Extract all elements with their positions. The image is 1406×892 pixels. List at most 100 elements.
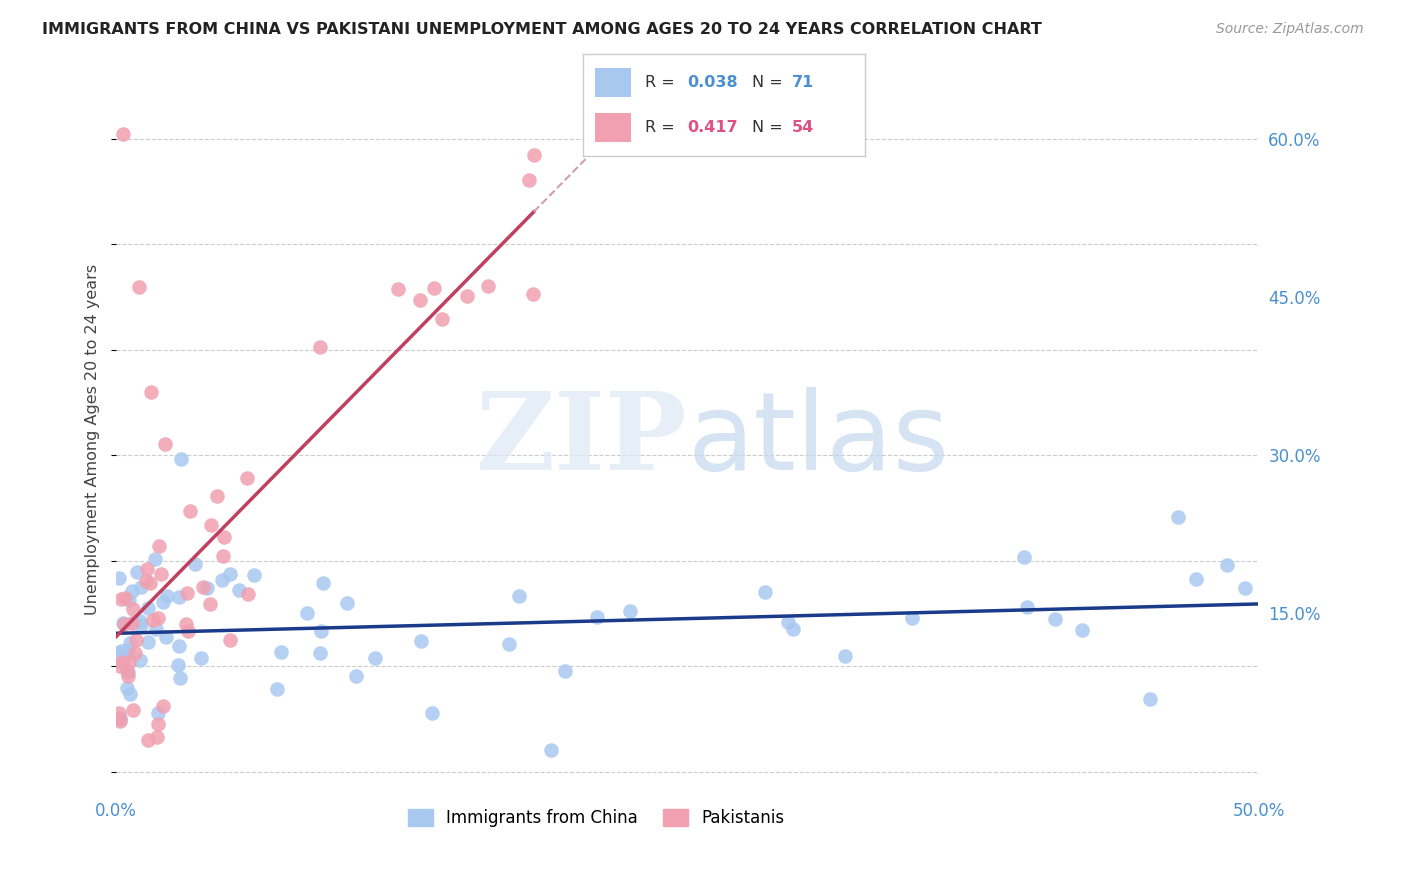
Legend: Immigrants from China, Pakistanis: Immigrants from China, Pakistanis bbox=[401, 802, 792, 834]
Point bbox=[122, 703, 145, 717]
Point bbox=[169, 672, 191, 686]
Point bbox=[336, 596, 359, 610]
Point bbox=[432, 311, 454, 326]
Point bbox=[311, 576, 333, 591]
Point bbox=[124, 646, 146, 660]
Point bbox=[540, 743, 562, 757]
Point bbox=[344, 669, 367, 683]
Point bbox=[122, 602, 145, 616]
Point bbox=[143, 552, 166, 566]
Point bbox=[121, 616, 143, 631]
Point bbox=[420, 706, 443, 721]
FancyBboxPatch shape bbox=[595, 68, 631, 96]
Point bbox=[212, 530, 235, 544]
Point bbox=[107, 646, 129, 660]
Text: 0.417: 0.417 bbox=[688, 120, 738, 135]
Point bbox=[128, 614, 150, 628]
Point bbox=[107, 706, 129, 720]
Point bbox=[1185, 572, 1208, 586]
Point bbox=[129, 580, 152, 594]
Point bbox=[145, 622, 167, 636]
Point bbox=[142, 613, 165, 627]
FancyBboxPatch shape bbox=[595, 113, 631, 142]
Point bbox=[198, 597, 221, 611]
Point bbox=[111, 655, 134, 669]
Point bbox=[153, 437, 176, 451]
Point bbox=[117, 643, 139, 657]
Text: N =: N = bbox=[752, 120, 789, 135]
Point bbox=[1167, 509, 1189, 524]
Point bbox=[167, 590, 190, 604]
Point bbox=[117, 655, 139, 669]
Point bbox=[125, 632, 148, 647]
Point bbox=[152, 698, 174, 713]
Point bbox=[1216, 558, 1239, 572]
Point bbox=[114, 591, 136, 605]
Point bbox=[364, 651, 387, 665]
Text: N =: N = bbox=[752, 75, 789, 90]
Point bbox=[619, 604, 641, 618]
Point bbox=[423, 281, 446, 295]
Text: R =: R = bbox=[645, 75, 681, 90]
Point bbox=[135, 574, 157, 588]
Point bbox=[228, 583, 250, 598]
Point bbox=[311, 624, 333, 639]
Point bbox=[129, 653, 152, 667]
Point bbox=[146, 706, 169, 720]
Point bbox=[409, 634, 432, 648]
Point bbox=[138, 576, 160, 591]
Point bbox=[236, 586, 259, 600]
Point bbox=[138, 600, 160, 615]
Point bbox=[149, 567, 172, 582]
Text: ZIP: ZIP bbox=[475, 386, 688, 492]
Point bbox=[125, 565, 148, 579]
Point bbox=[1233, 581, 1256, 595]
Point bbox=[270, 644, 292, 658]
Point bbox=[200, 518, 222, 533]
Point bbox=[167, 640, 190, 654]
Point bbox=[266, 681, 288, 696]
Point bbox=[191, 580, 214, 594]
Text: atlas: atlas bbox=[688, 386, 949, 492]
Point bbox=[1043, 612, 1066, 626]
Point bbox=[136, 733, 159, 747]
Point bbox=[211, 549, 233, 563]
Point bbox=[170, 452, 193, 467]
Point bbox=[1017, 599, 1039, 614]
Point bbox=[110, 714, 132, 728]
Point bbox=[146, 717, 169, 731]
Point bbox=[387, 282, 409, 296]
Text: 71: 71 bbox=[792, 75, 814, 90]
Point bbox=[174, 616, 197, 631]
Point bbox=[782, 623, 804, 637]
Text: 54: 54 bbox=[792, 120, 814, 135]
Point bbox=[409, 293, 432, 308]
Point bbox=[207, 489, 229, 503]
Text: 0.038: 0.038 bbox=[688, 75, 738, 90]
Point bbox=[218, 632, 240, 647]
Point bbox=[146, 611, 169, 625]
Point bbox=[148, 540, 170, 554]
Point bbox=[108, 659, 131, 673]
Point bbox=[121, 584, 143, 599]
Point bbox=[236, 471, 259, 485]
Point bbox=[295, 606, 318, 620]
Point bbox=[508, 589, 530, 603]
Point bbox=[146, 731, 169, 745]
Point bbox=[1014, 550, 1036, 565]
Text: R =: R = bbox=[645, 120, 681, 135]
Point bbox=[120, 636, 142, 650]
Point bbox=[176, 586, 198, 600]
Point bbox=[554, 665, 576, 679]
Text: IMMIGRANTS FROM CHINA VS PAKISTANI UNEMPLOYMENT AMONG AGES 20 TO 24 YEARS CORREL: IMMIGRANTS FROM CHINA VS PAKISTANI UNEMP… bbox=[42, 22, 1042, 37]
Point bbox=[118, 687, 141, 701]
Point bbox=[211, 573, 233, 587]
Point bbox=[586, 610, 609, 624]
Point bbox=[117, 665, 139, 680]
Point bbox=[107, 570, 129, 584]
Point bbox=[754, 584, 776, 599]
Point bbox=[243, 568, 266, 582]
Point bbox=[114, 648, 136, 663]
Point bbox=[115, 681, 138, 695]
Point bbox=[112, 615, 135, 630]
